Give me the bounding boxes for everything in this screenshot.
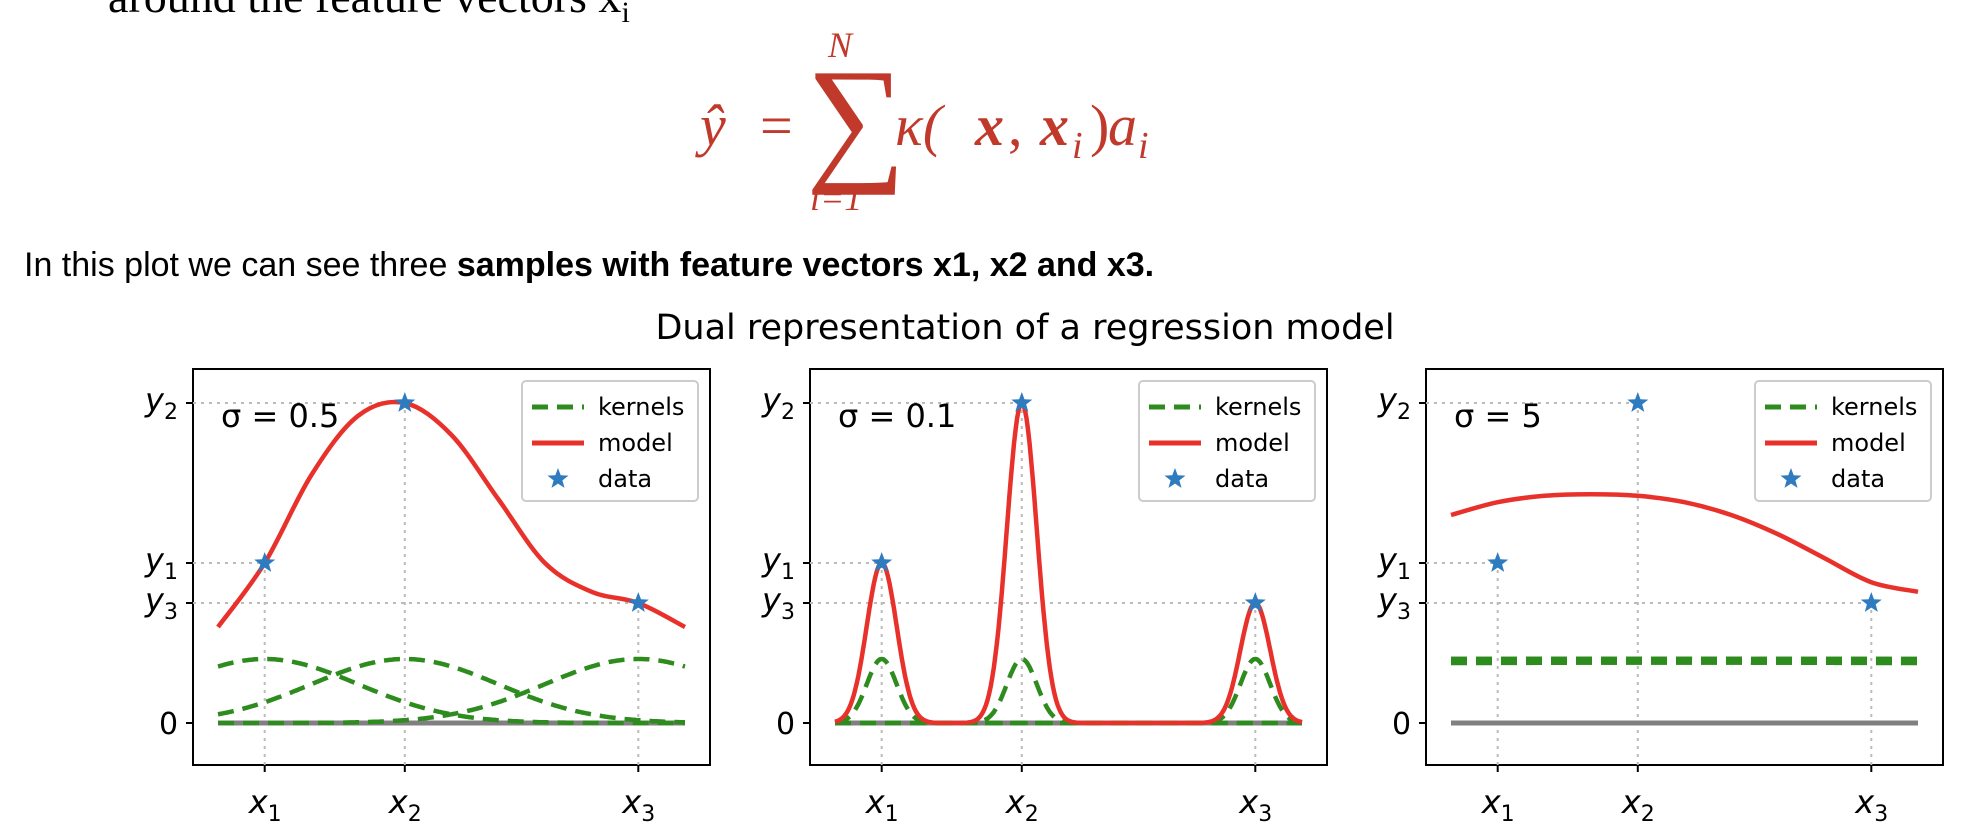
y-tick-label-zero: 0 xyxy=(159,707,178,742)
sigma-annotation: σ = 0.5 xyxy=(221,397,339,435)
sigma-annotation: σ = 0.1 xyxy=(838,397,956,435)
formula-xi: x xyxy=(1039,93,1069,158)
formula-close: ) xyxy=(1090,93,1109,158)
data-point-1 xyxy=(871,552,893,572)
x-tick-label-3: x3 xyxy=(621,783,655,827)
x-tick-label-2: x2 xyxy=(388,783,422,827)
intro-sentence: In this plot we can see three samples wi… xyxy=(24,246,1155,284)
y-tick-label-1: y1 xyxy=(144,541,178,585)
formula-sub-i: i xyxy=(1072,125,1083,167)
formula-x: x xyxy=(974,93,1004,158)
model-curve xyxy=(1450,491,1919,595)
formula-comma: , xyxy=(1008,93,1023,158)
y-tick-label-2: y3 xyxy=(761,581,795,625)
y-tick-label-1: y1 xyxy=(761,541,795,585)
data-point-2 xyxy=(1627,392,1649,412)
x-tick-label-2: x2 xyxy=(1621,783,1655,827)
legend-kernels-label: kernels xyxy=(1831,393,1917,421)
kernel-curve-2 xyxy=(217,656,685,725)
legend-box xyxy=(521,380,699,502)
y-tick-label-zero: 0 xyxy=(1392,707,1411,742)
formula: ŷ = N ∑ i=1 κ( x , x i ) a i xyxy=(695,25,1149,218)
formula-sum-upper: N xyxy=(827,25,854,65)
data-point-1 xyxy=(1487,552,1509,572)
legend-model-label: model xyxy=(598,429,673,457)
y-tick-label-2: y3 xyxy=(1377,581,1411,625)
legend-data-swatch xyxy=(547,468,569,488)
model-curve xyxy=(216,399,687,630)
data-point-3 xyxy=(627,592,649,612)
legend-data-swatch xyxy=(1780,468,1802,488)
legend-data-swatch xyxy=(1164,468,1186,488)
sigma-annotation: σ = 5 xyxy=(1454,397,1542,435)
y-tick-label-0: y2 xyxy=(144,381,178,425)
formula-kappa: κ( xyxy=(895,93,946,158)
x-tick-label-1: x1 xyxy=(248,783,282,827)
legend-model-label: model xyxy=(1215,429,1290,457)
legend-model-label: model xyxy=(1831,429,1906,457)
legend-data-label: data xyxy=(598,465,652,493)
chart-title: Dual representation of a regression mode… xyxy=(655,308,1395,348)
legend-kernels-label: kernels xyxy=(598,393,684,421)
formula-sum-lower: i=1 xyxy=(810,178,862,218)
y-tick-label-2: y3 xyxy=(144,581,178,625)
legend-box xyxy=(1138,380,1316,502)
kernel-curve-1 xyxy=(217,656,685,726)
y-tick-label-0: y2 xyxy=(761,381,795,425)
x-tick-label-2: x2 xyxy=(1005,783,1039,827)
legend-data-label: data xyxy=(1831,465,1885,493)
x-tick-label-1: x1 xyxy=(865,783,899,827)
formula-sub-i-2: i xyxy=(1138,125,1149,167)
x-tick-label-3: x3 xyxy=(1238,783,1272,827)
y-tick-label-1: y1 xyxy=(1377,541,1411,585)
data-point-3 xyxy=(1860,592,1882,612)
formula-lhs: ŷ xyxy=(695,93,726,158)
data-point-2 xyxy=(1011,392,1033,412)
data-point-3 xyxy=(1244,592,1266,612)
legend-box xyxy=(1754,380,1932,502)
formula-eq: = xyxy=(760,93,793,158)
data-point-1 xyxy=(254,552,276,572)
y-tick-label-0: y2 xyxy=(1377,381,1411,425)
intro-fragment: around the feature vectors xi xyxy=(108,0,630,30)
formula-a: a xyxy=(1108,93,1137,158)
model-curve xyxy=(834,399,1303,726)
legend-kernels-label: kernels xyxy=(1215,393,1301,421)
kernel-curve-3 xyxy=(1451,656,1918,666)
x-tick-label-3: x3 xyxy=(1854,783,1888,827)
y-tick-label-zero: 0 xyxy=(776,707,795,742)
x-tick-label-1: x1 xyxy=(1481,783,1515,827)
kernel-curve-3 xyxy=(218,656,686,726)
legend-data-label: data xyxy=(1215,465,1269,493)
formula-sigma: ∑ xyxy=(806,41,906,196)
data-point-2 xyxy=(394,392,416,412)
